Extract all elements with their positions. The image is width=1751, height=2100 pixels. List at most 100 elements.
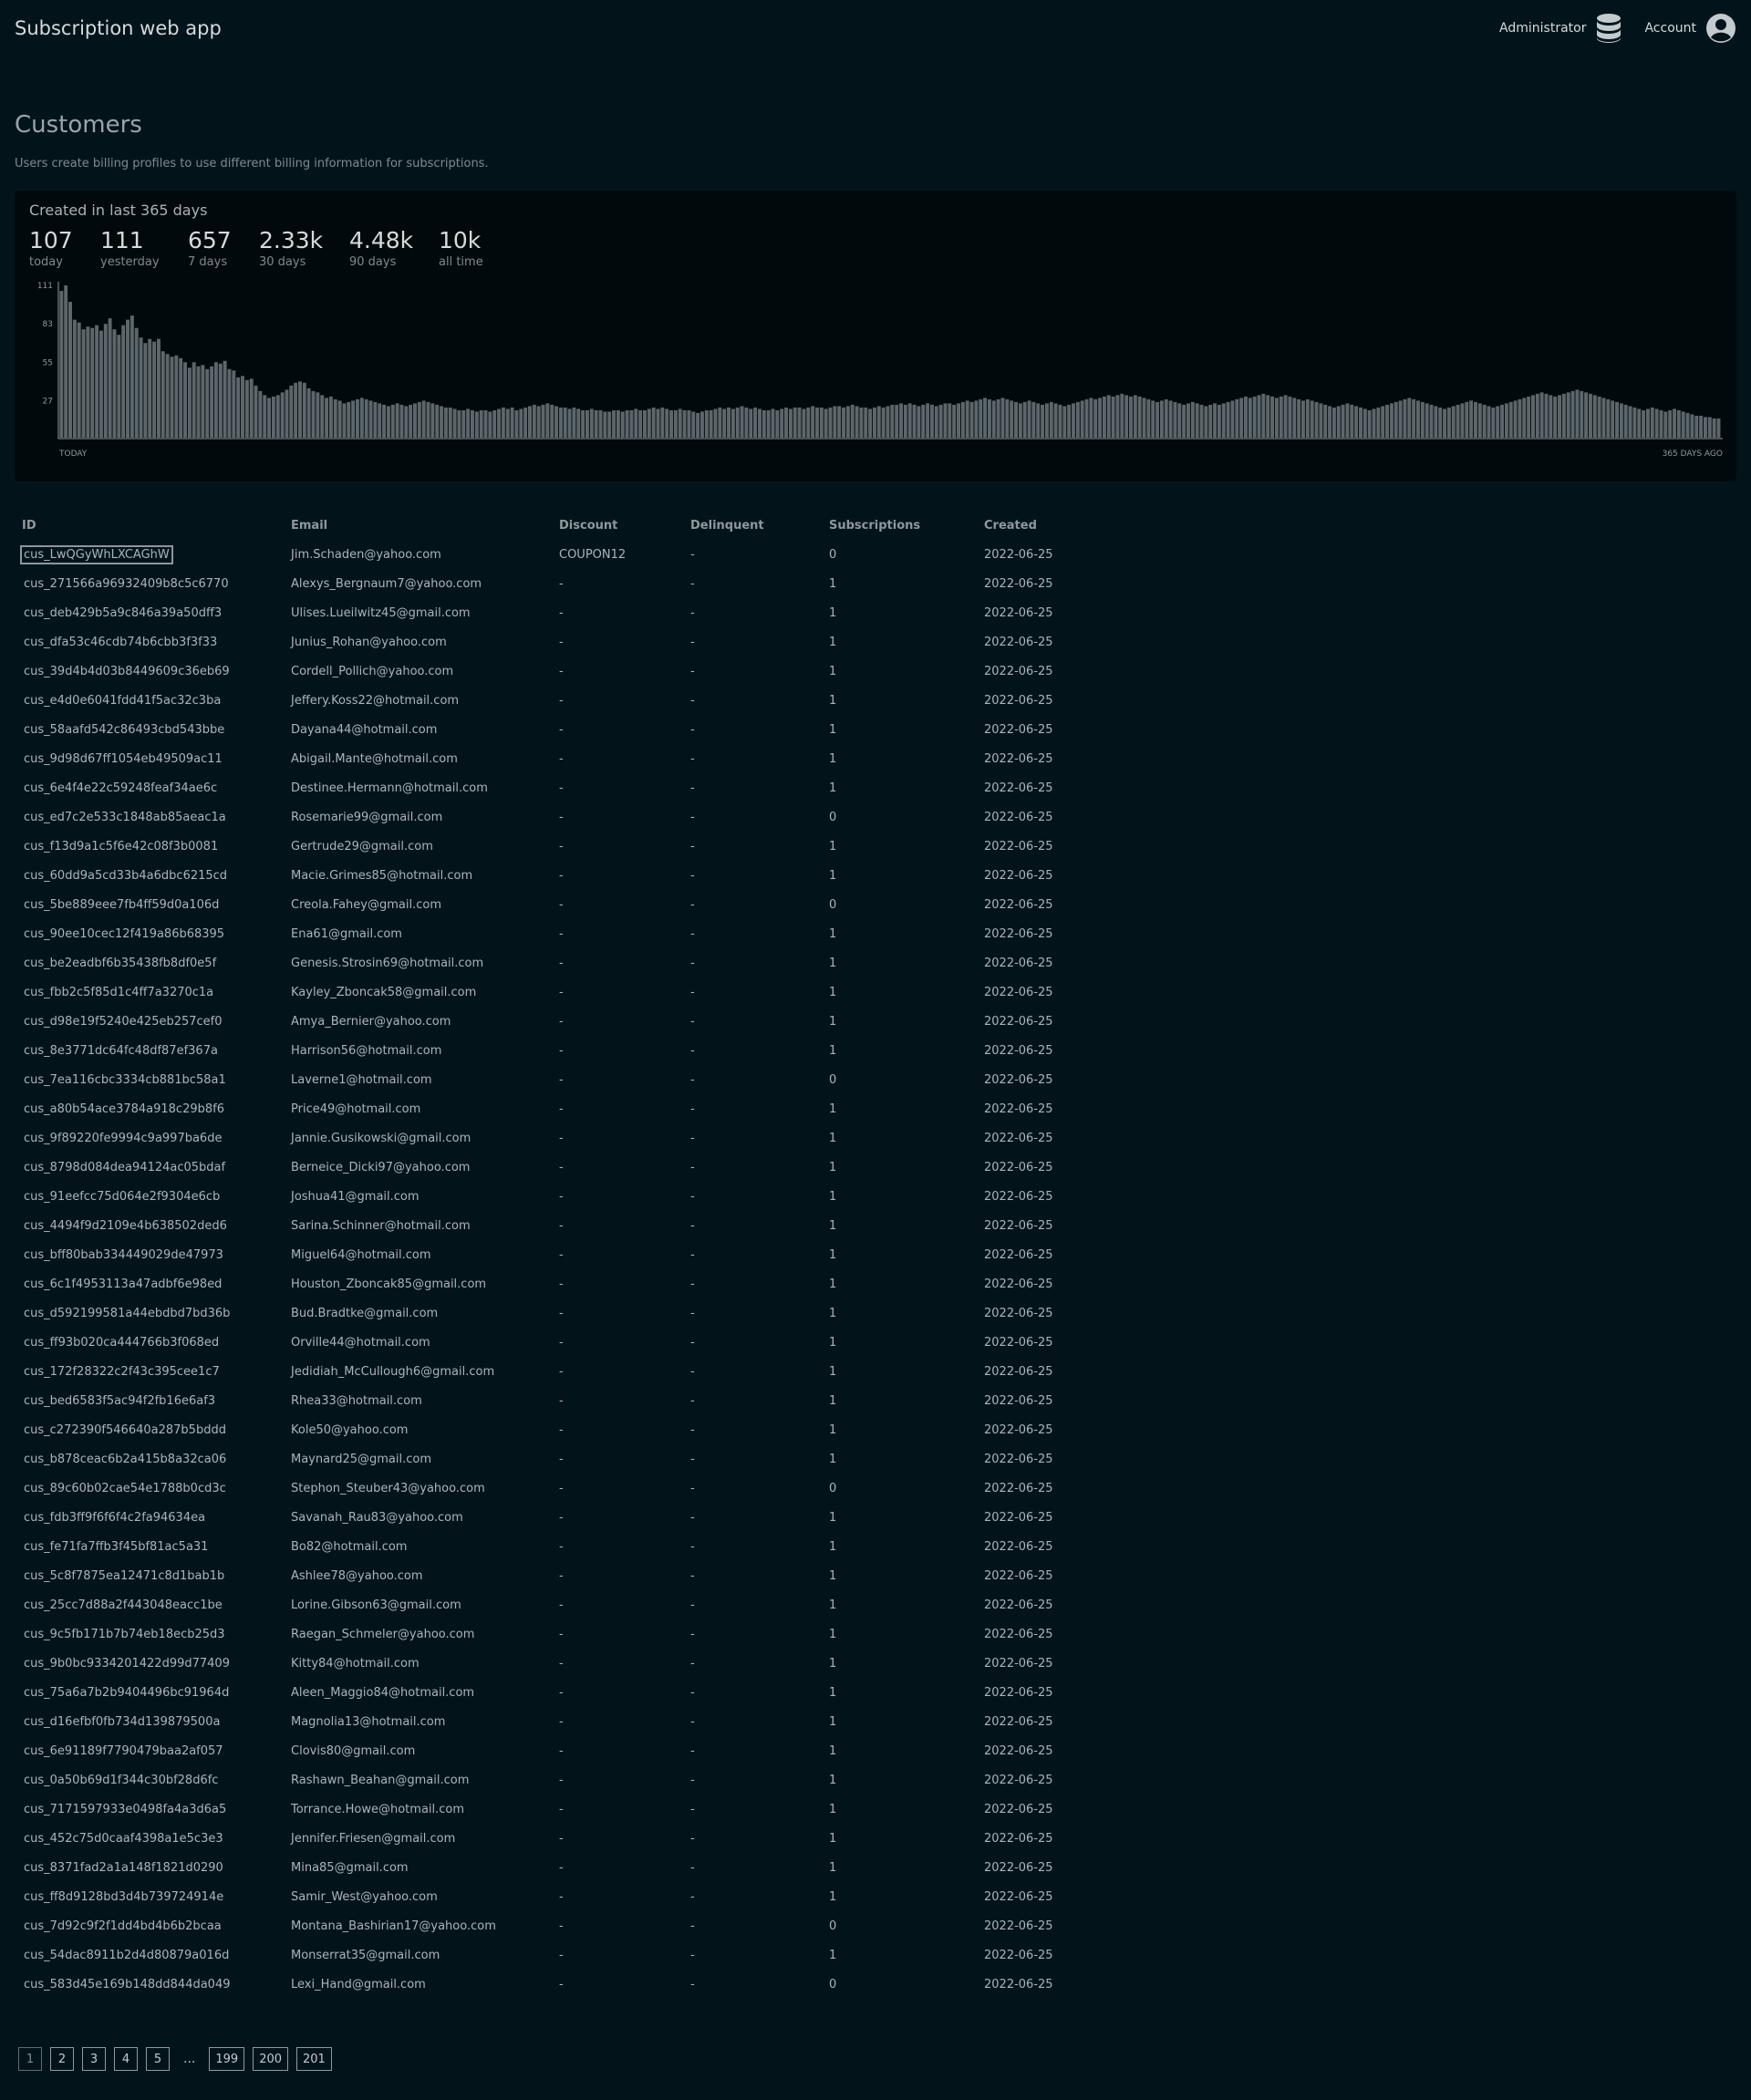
table-row[interactable]: cus_75a6a7b2b9404496bc91964d Aleen_Maggio… bbox=[15, 1678, 1077, 1707]
table-row[interactable]: cus_4494f9d2109e4b638502ded6 Sarina.Schin… bbox=[15, 1211, 1077, 1240]
table-row[interactable]: cus_5be889eee7fb4ff59d0a106d Creola.Fahey… bbox=[15, 890, 1077, 919]
customer-id-link[interactable]: cus_bed6583f5ac94f2fb16e6af3 bbox=[24, 1393, 216, 1408]
customer-id-link[interactable]: cus_8798d084dea94124ac05bdaf bbox=[24, 1160, 226, 1174]
customer-id-link[interactable]: cus_fdb3ff9f6f6f4c2fa94634ea bbox=[24, 1510, 206, 1525]
table-row[interactable]: cus_0a50b69d1f344c30bf28d6fc Rashawn_Beah… bbox=[15, 1765, 1077, 1795]
table-row[interactable]: cus_54dac8911b2d4d80879a016d Monserrat35@… bbox=[15, 1940, 1077, 1970]
page-button-200[interactable]: 200 bbox=[253, 2047, 289, 2071]
table-row[interactable]: cus_e4d0e6041fdd41f5ac32c3ba Jeffery.Koss… bbox=[15, 686, 1077, 715]
table-row[interactable]: cus_fbb2c5f85d1c4ff7a3270c1a Kayley_Zbonc… bbox=[15, 978, 1077, 1007]
customer-id-link[interactable]: cus_89c60b02cae54e1788b0cd3c bbox=[24, 1481, 226, 1495]
table-row[interactable]: cus_9d98d67ff1054eb49509ac11 Abigail.Mant… bbox=[15, 744, 1077, 773]
customer-id-link[interactable]: cus_58aafd542c86493cbd543bbe bbox=[24, 722, 225, 737]
customer-id-link[interactable]: cus_5c8f7875ea12471c8d1bab1b bbox=[24, 1568, 225, 1583]
customer-id-link[interactable]: cus_b878ceac6b2a415b8a32ca06 bbox=[24, 1452, 227, 1466]
customer-id-link[interactable]: cus_91eefcc75d064e2f9304e6cb bbox=[24, 1189, 221, 1204]
table-row[interactable]: cus_f13d9a1c5f6e42c08f3b0081 Gertrude29@g… bbox=[15, 832, 1077, 861]
customer-id-link[interactable]: cus_deb429b5a9c846a39a50dff3 bbox=[24, 605, 223, 620]
page-button-5[interactable]: 5 bbox=[146, 2047, 170, 2071]
table-row[interactable]: cus_b878ceac6b2a415b8a32ca06 Maynard25@gm… bbox=[15, 1444, 1077, 1474]
customer-id-link[interactable]: cus_0a50b69d1f344c30bf28d6fc bbox=[24, 1773, 219, 1787]
table-row[interactable]: cus_a80b54ace3784a918c29b8f6 Price49@hotm… bbox=[15, 1094, 1077, 1123]
customer-id-link[interactable]: cus_452c75d0caaf4398a1e5c3e3 bbox=[24, 1831, 223, 1846]
customer-id-link[interactable]: cus_9d98d67ff1054eb49509ac11 bbox=[24, 751, 223, 766]
customer-id-link[interactable]: cus_fe71fa7ffb3f45bf81ac5a31 bbox=[24, 1539, 209, 1554]
table-row[interactable]: cus_d98e19f5240e425eb257cef0 Amya_Bernier… bbox=[15, 1007, 1077, 1036]
customer-id-link[interactable]: cus_f13d9a1c5f6e42c08f3b0081 bbox=[24, 839, 219, 853]
customer-id-link[interactable]: cus_583d45e169b148dd844da049 bbox=[24, 1977, 231, 1991]
table-row[interactable]: cus_7d92c9f2f1dd4bd4b6b2bcaa Montana_Bash… bbox=[15, 1911, 1077, 1940]
table-row[interactable]: cus_deb429b5a9c846a39a50dff3 Ulises.Lueil… bbox=[15, 598, 1077, 627]
table-row[interactable]: cus_LwQGyWhLXCAGhW Jim.Schaden@yahoo.com C… bbox=[15, 540, 1077, 569]
table-row[interactable]: cus_d592199581a44ebdbd7bd36b Bud.Bradtke@… bbox=[15, 1298, 1077, 1328]
table-row[interactable]: cus_90ee10cec12f419a86b68395 Ena61@gmail.… bbox=[15, 919, 1077, 948]
table-row[interactable]: cus_7171597933e0498fa4a3d6a5 Torrance.How… bbox=[15, 1795, 1077, 1824]
table-row[interactable]: cus_9b0bc9334201422d99d77409 Kitty84@hotm… bbox=[15, 1649, 1077, 1678]
app-title[interactable]: Subscription web app bbox=[15, 17, 222, 39]
customer-id-link[interactable]: cus_9c5fb171b7b74eb18ecb25d3 bbox=[24, 1627, 225, 1641]
table-row[interactable]: cus_be2eadbf6b35438fb8df0e5f Genesis.Stro… bbox=[15, 948, 1077, 978]
table-row[interactable]: cus_39d4b4d03b8449609c36eb69 Cordell_Poll… bbox=[15, 657, 1077, 686]
customer-id-link[interactable]: cus_d16efbf0fb734d139879500a bbox=[24, 1714, 221, 1729]
table-row[interactable]: cus_91eefcc75d064e2f9304e6cb Joshua41@gma… bbox=[15, 1182, 1077, 1211]
table-row[interactable]: cus_ed7c2e533c1848ab85aeac1a Rosemarie99@… bbox=[15, 802, 1077, 832]
customer-id-link[interactable]: cus_be2eadbf6b35438fb8df0e5f bbox=[24, 956, 217, 970]
table-row[interactable]: cus_58aafd542c86493cbd543bbe Dayana44@hot… bbox=[15, 715, 1077, 744]
table-row[interactable]: cus_ff93b020ca444766b3f068ed Orville44@ho… bbox=[15, 1328, 1077, 1357]
customer-id-link[interactable]: cus_5be889eee7fb4ff59d0a106d bbox=[24, 897, 220, 912]
table-row[interactable]: cus_dfa53c46cdb74b6cbb3f3f33 Junius_Rohan… bbox=[15, 627, 1077, 657]
customer-id-link[interactable]: cus_39d4b4d03b8449609c36eb69 bbox=[24, 664, 230, 678]
table-row[interactable]: cus_bed6583f5ac94f2fb16e6af3 Rhea33@hotma… bbox=[15, 1386, 1077, 1415]
customer-id-link[interactable]: cus_ff8d9128bd3d4b739724914e bbox=[24, 1889, 224, 1904]
customer-id-link[interactable]: cus_9f89220fe9994c9a997ba6de bbox=[24, 1131, 223, 1145]
customer-id-link[interactable]: cus_8371fad2a1a148f1821d0290 bbox=[24, 1860, 223, 1875]
table-row[interactable]: cus_8798d084dea94124ac05bdaf Berneice_Dic… bbox=[15, 1153, 1077, 1182]
customer-id-link[interactable]: cus_54dac8911b2d4d80879a016d bbox=[24, 1948, 230, 1962]
customer-id-link[interactable]: cus_9b0bc9334201422d99d77409 bbox=[24, 1656, 230, 1671]
table-row[interactable]: cus_89c60b02cae54e1788b0cd3c Stephon_Steu… bbox=[15, 1474, 1077, 1503]
customer-id-link[interactable]: cus_4494f9d2109e4b638502ded6 bbox=[24, 1218, 227, 1233]
table-row[interactable]: cus_d16efbf0fb734d139879500a Magnolia13@h… bbox=[15, 1707, 1077, 1736]
customer-id-link[interactable]: cus_8e3771dc64fc48df87ef367a bbox=[24, 1043, 218, 1058]
customer-id-link[interactable]: cus_fbb2c5f85d1c4ff7a3270c1a bbox=[24, 985, 214, 999]
page-button-199[interactable]: 199 bbox=[209, 2047, 245, 2071]
customer-id-link[interactable]: cus_6c1f4953113a47adbf6e98ed bbox=[24, 1277, 223, 1291]
customer-id-link[interactable]: cus_dfa53c46cdb74b6cbb3f3f33 bbox=[24, 635, 218, 649]
account-menu[interactable]: Account bbox=[1644, 13, 1736, 44]
table-row[interactable]: cus_c272390f546640a287b5bddd Kole50@yahoo… bbox=[15, 1415, 1077, 1444]
page-button-3[interactable]: 3 bbox=[82, 2047, 106, 2071]
customer-id-link[interactable]: cus_a80b54ace3784a918c29b8f6 bbox=[24, 1102, 224, 1116]
customer-id-link[interactable]: cus_d592199581a44ebdbd7bd36b bbox=[24, 1306, 231, 1320]
table-row[interactable]: cus_5c8f7875ea12471c8d1bab1b Ashlee78@yah… bbox=[15, 1561, 1077, 1590]
customer-id-link[interactable]: cus_75a6a7b2b9404496bc91964d bbox=[24, 1685, 230, 1700]
table-row[interactable]: cus_172f28322c2f43c395cee1c7 Jedidiah_McC… bbox=[15, 1357, 1077, 1386]
page-button-201[interactable]: 201 bbox=[296, 2047, 332, 2071]
customer-id-link[interactable]: cus_7ea116cbc3334cb881bc58a1 bbox=[24, 1072, 226, 1087]
table-row[interactable]: cus_bff80bab334449029de47973 Miguel64@hot… bbox=[15, 1240, 1077, 1269]
table-row[interactable]: cus_6e4f4e22c59248feaf34ae6c Destinee.Her… bbox=[15, 773, 1077, 802]
customer-id-link[interactable]: cus_172f28322c2f43c395cee1c7 bbox=[24, 1364, 220, 1379]
table-row[interactable]: cus_ff8d9128bd3d4b739724914e Samir_West@y… bbox=[15, 1882, 1077, 1911]
customer-id-link[interactable]: cus_25cc7d88a2f443048eacc1be bbox=[24, 1598, 223, 1612]
customer-id-link[interactable]: cus_bff80bab334449029de47973 bbox=[24, 1247, 223, 1262]
customer-id-link[interactable]: cus_ff93b020ca444766b3f068ed bbox=[24, 1335, 220, 1350]
customer-id-link[interactable]: cus_7171597933e0498fa4a3d6a5 bbox=[24, 1802, 227, 1816]
table-row[interactable]: cus_452c75d0caaf4398a1e5c3e3 Jennifer.Fri… bbox=[15, 1824, 1077, 1853]
table-row[interactable]: cus_8371fad2a1a148f1821d0290 Mina85@gmail… bbox=[15, 1853, 1077, 1882]
table-row[interactable]: cus_271566a96932409b8c5c6770 Alexys_Bergn… bbox=[15, 569, 1077, 598]
table-row[interactable]: cus_fdb3ff9f6f6f4c2fa94634ea Savanah_Rau8… bbox=[15, 1503, 1077, 1532]
table-row[interactable]: cus_25cc7d88a2f443048eacc1be Lorine.Gibso… bbox=[15, 1590, 1077, 1619]
page-button-2[interactable]: 2 bbox=[50, 2047, 74, 2071]
table-row[interactable]: cus_fe71fa7ffb3f45bf81ac5a31 Bo82@hotmail… bbox=[15, 1532, 1077, 1561]
customer-id-link[interactable]: cus_e4d0e6041fdd41f5ac32c3ba bbox=[24, 693, 222, 708]
customer-id-link[interactable]: cus_d98e19f5240e425eb257cef0 bbox=[24, 1014, 223, 1029]
table-row[interactable]: cus_9f89220fe9994c9a997ba6de Jannie.Gusik… bbox=[15, 1123, 1077, 1153]
administrator-menu[interactable]: Administrator bbox=[1499, 13, 1622, 44]
customer-id-link[interactable]: cus_90ee10cec12f419a86b68395 bbox=[24, 926, 225, 941]
page-button-1[interactable]: 1 bbox=[18, 2047, 42, 2071]
customer-id-link[interactable]: cus_6e4f4e22c59248feaf34ae6c bbox=[24, 781, 218, 795]
customer-id-link[interactable]: cus_ed7c2e533c1848ab85aeac1a bbox=[24, 810, 226, 824]
customer-id-link[interactable]: cus_271566a96932409b8c5c6770 bbox=[24, 576, 229, 591]
customer-id-link[interactable]: cus_6e91189f7790479baa2af057 bbox=[24, 1743, 223, 1758]
customer-id-link[interactable]: cus_LwQGyWhLXCAGhW bbox=[20, 544, 173, 564]
